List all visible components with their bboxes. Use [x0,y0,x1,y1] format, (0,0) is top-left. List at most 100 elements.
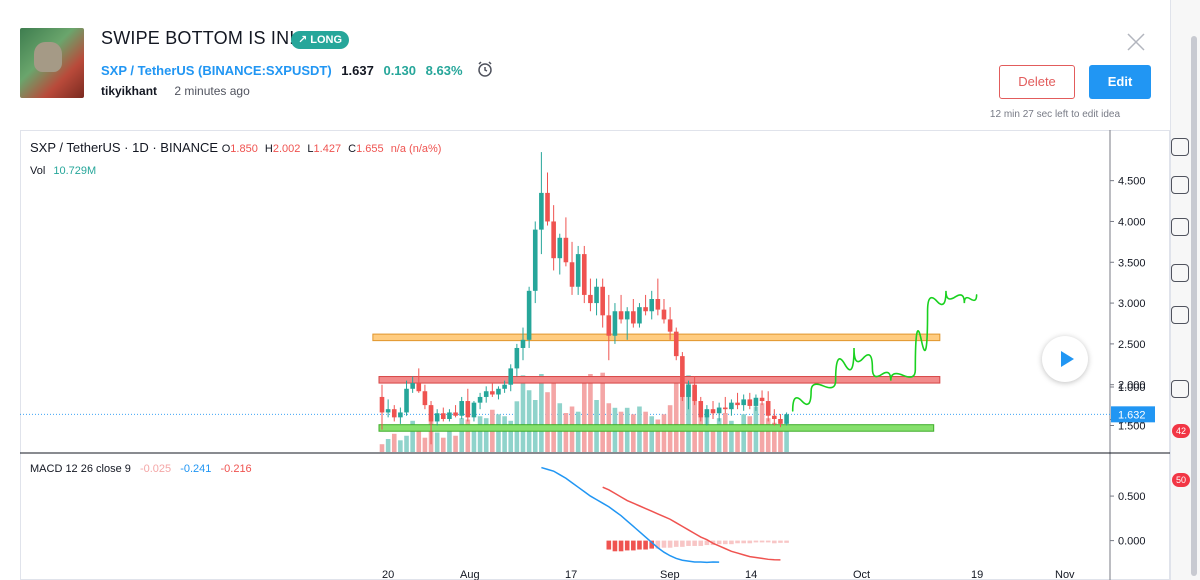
macd-tick-label: 0.500 [1118,491,1146,503]
toolbar-icon[interactable] [1171,138,1189,156]
author-name[interactable]: tikyikhant [101,84,158,98]
notification-badge[interactable]: 50 [1172,473,1190,487]
author-avatar[interactable] [20,28,84,98]
macd-line [541,466,720,564]
candle-body [735,402,740,406]
price-tick-label: 3.000 [1118,298,1146,310]
toolbar-icon[interactable] [1171,306,1189,324]
play-icon[interactable] [1042,336,1088,382]
volume-bar [526,390,532,452]
last-price-label: 1.632 [1118,409,1146,421]
volume-bar [747,416,753,452]
long-badge-label: LONG [310,34,343,46]
price-tick-label: 2.500 [1118,339,1146,351]
edit-button[interactable]: Edit [1089,65,1151,99]
macd-histogram-bar [680,540,685,547]
candle-body [410,383,415,389]
macd-histogram-bar [735,540,740,544]
volume-bar [741,414,746,452]
macd-histogram-bar [618,540,624,552]
volume-bar [729,420,734,452]
macd-histogram-bar [643,540,648,550]
candle-body [545,192,550,222]
candle-body [631,311,636,324]
macd-label: MACD 12 26 close 9 [30,463,131,475]
candle-body [667,319,673,332]
close-icon[interactable] [1124,30,1148,54]
volume-bar [434,432,440,452]
candle-body [637,307,642,324]
low-label: L [307,143,314,155]
volume-bar [680,383,685,452]
candle-body [600,286,605,316]
candle-body [710,409,716,414]
symbol-line: SXP / TetherUS (BINANCE:SXPUSDT) 1.637 0… [101,60,494,81]
last-price: 1.637 [341,63,374,78]
toolbar-icon[interactable] [1171,264,1189,282]
delete-button[interactable]: Delete [999,65,1075,99]
volume-bar [416,431,422,452]
zone-resistance [372,333,941,342]
high-value: 2.002 [272,143,301,155]
volume-bar [447,429,452,452]
volume-bar [410,420,415,452]
volume-bar [391,433,397,452]
arrow-up-right-icon: ↗ [298,34,308,46]
candle-body [747,399,753,406]
notification-badge[interactable]: 42 [1172,424,1190,438]
macd-histogram-bar [686,540,691,546]
zone-support-upper [378,376,941,384]
macd-histogram-bar [704,540,710,546]
volume-bar [453,435,458,452]
macd-histogram-bar [673,540,679,547]
candle-body [722,407,728,410]
candle-body [649,299,655,312]
candle-body [661,309,667,320]
scrollbar[interactable] [1191,36,1197,576]
toolbar-icon[interactable] [1171,380,1189,398]
candle-body [471,402,477,418]
macd-tick-label: 0.000 [1118,536,1146,548]
volume-bar [459,418,464,452]
candle-body [784,414,789,424]
close-label: C [348,143,357,155]
candle-body [778,418,783,424]
candle-body [594,286,599,304]
macd-histogram-bar [765,540,771,543]
candle-body [459,401,464,416]
candle-body [680,356,685,397]
volume-bar [722,413,728,452]
toolbar-icon[interactable] [1171,218,1189,236]
author-line: tikyikhant 2 minutes ago [101,84,250,98]
candle-body [655,299,661,310]
macd-histogram-bar [606,540,612,550]
candle-body [624,311,630,320]
time-axis-label: Aug [460,569,480,580]
volume-bar [441,437,446,452]
low-value: 1.427 [313,143,342,155]
volume-bar [686,375,691,452]
alarm-clock-icon[interactable] [476,60,494,81]
volume-bar [772,422,777,452]
time-axis-label: Nov [1055,569,1075,580]
price-chart[interactable]: 4.500 4.000 3.500 3.000 2.500 2.000 1.500 1.000… [20,130,1170,580]
candle-body [385,409,391,413]
volume-bar [385,439,391,452]
candle-body [416,383,422,392]
macd-signal-value: -0.216 [220,463,252,475]
macd-histogram-bar [655,540,661,549]
idea-header: SWIPE BOTTOM IS IN! ↗ LONG SXP / TetherU… [0,0,1170,130]
volume-bar [496,414,501,452]
candle-body [686,384,691,397]
price-tick-label: 4.000 [1118,216,1146,228]
candle-body [563,237,569,263]
macd-histogram-bar [624,540,630,551]
toolbar-icon[interactable] [1171,176,1189,194]
volume-bar [483,418,489,452]
symbol-link[interactable]: SXP / TetherUS (BINANCE:SXPUSDT) [101,63,332,78]
volume-bar [649,416,655,452]
volume-bar [710,427,716,452]
edit-time-note: 12 min 27 sec left to edit idea [989,109,1120,120]
macd-histogram-bar [637,540,642,550]
chart-area[interactable]: 4.500 4.000 3.500 3.000 2.500 2.000 1.500 1.000… [20,130,1170,580]
